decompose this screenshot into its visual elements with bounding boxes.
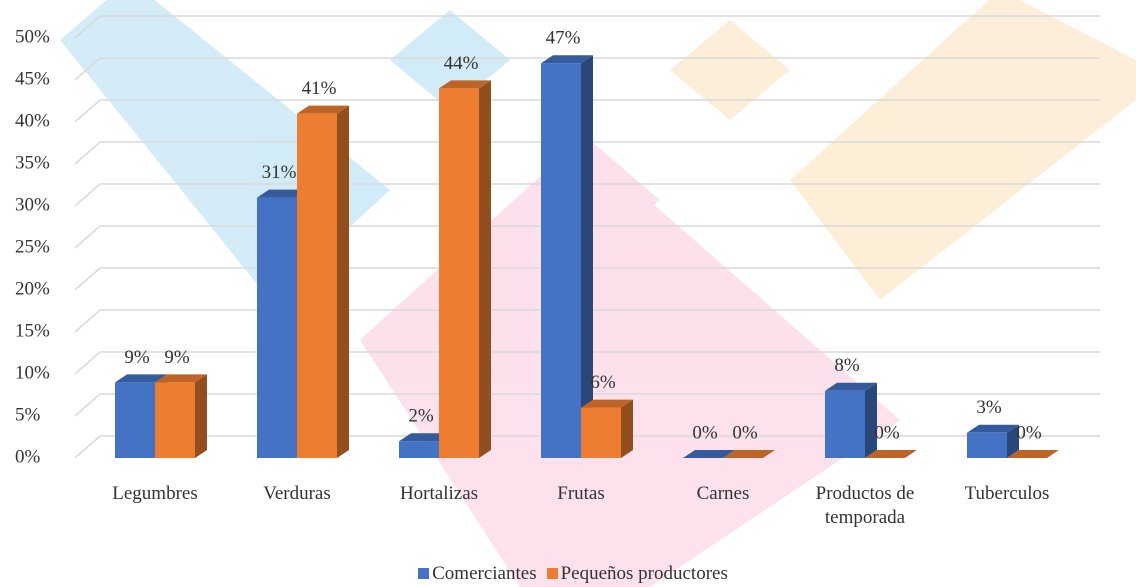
x-tick-label: Tuberculos (964, 483, 1050, 504)
bar-top (967, 424, 1019, 433)
y-tick-label: 50% (15, 26, 50, 47)
grid-line (74, 309, 1100, 333)
bar-top (115, 374, 167, 383)
value-label: 0% (692, 422, 718, 443)
grid-line (74, 393, 1100, 417)
bar-top (541, 55, 593, 64)
bar-side (865, 382, 877, 458)
value-label: 0% (874, 422, 900, 443)
value-label: 44% (444, 53, 479, 74)
grid-line (74, 351, 1100, 375)
bar (865, 450, 917, 458)
bar-top (1007, 450, 1059, 458)
bar-side (479, 80, 491, 459)
value-label: 31% (262, 162, 297, 183)
x-tick-label: Hortalizas (399, 483, 479, 504)
bar-front (581, 407, 621, 458)
y-tick-label: 5% (15, 404, 41, 425)
bar-side (1007, 424, 1019, 458)
bar-front (297, 113, 337, 458)
x-tick-label: Frutas (557, 483, 605, 504)
y-tick-label: 0% (15, 446, 41, 467)
x-tick-label: Verduras (263, 483, 331, 504)
value-label: 0% (732, 422, 758, 443)
bar-top (683, 450, 735, 458)
bar-side (337, 105, 349, 458)
bar-front (155, 382, 195, 458)
bar (1007, 450, 1059, 458)
bar (541, 55, 593, 458)
bar (825, 382, 877, 458)
grid-line (74, 15, 1100, 39)
bar-front (967, 432, 1007, 458)
value-label: 9% (124, 347, 150, 368)
y-tick-label: 10% (15, 362, 50, 383)
bar (155, 374, 207, 458)
bar (723, 450, 775, 458)
bar (297, 105, 349, 458)
legend-label: Pequeños productores (560, 563, 728, 584)
bar (683, 450, 735, 458)
y-tick-label: 35% (15, 152, 50, 173)
bar-front (439, 88, 479, 459)
y-tick-label: 40% (15, 110, 50, 131)
grid-line (74, 267, 1100, 291)
bar (967, 424, 1019, 458)
value-label: 3% (976, 397, 1002, 418)
y-tick-label: 30% (15, 194, 50, 215)
bar-front (115, 382, 155, 458)
legend-swatch (546, 568, 558, 579)
bar-top (399, 433, 451, 442)
x-tick-label: Legumbres (112, 483, 198, 504)
x-tick-label: Productos de temporada (815, 483, 915, 528)
bar-side (621, 399, 633, 458)
y-tick-label: 20% (15, 278, 50, 299)
y-tick-label: 25% (15, 236, 50, 257)
y-tick-label: 15% (15, 320, 50, 341)
bar (439, 80, 491, 459)
bar-side (195, 374, 207, 458)
bar-top (257, 189, 309, 198)
bar-top (825, 382, 877, 391)
value-label: 0% (1016, 422, 1042, 443)
bar-top (723, 450, 775, 458)
bar-top (155, 374, 207, 383)
bar (581, 399, 633, 458)
y-tick-label: 45% (15, 68, 50, 89)
value-label: 41% (302, 78, 337, 99)
value-label: 6% (590, 372, 616, 393)
bar-top (439, 80, 491, 89)
grid-line (74, 183, 1100, 207)
grid-line (74, 141, 1100, 165)
bar-front (541, 63, 581, 458)
grid-line (74, 225, 1100, 249)
bar-front (257, 197, 297, 458)
bar-top (865, 450, 917, 458)
grid-line (74, 57, 1100, 81)
legend-label: Comerciantes (432, 563, 537, 584)
legend-swatch (418, 568, 430, 579)
grid-line (74, 435, 1100, 459)
legend: Comerciantes Pequeños productores (0, 563, 1136, 585)
bar-front (825, 390, 865, 458)
bar-top (297, 105, 349, 114)
value-label: 2% (408, 406, 434, 427)
bar-side (581, 55, 593, 458)
bar-front (399, 441, 439, 458)
value-label: 9% (164, 347, 190, 368)
x-tick-label: Carnes (696, 483, 750, 504)
value-label: 47% (546, 28, 581, 49)
grid-line (74, 99, 1100, 123)
value-label: 8% (834, 355, 860, 376)
bar-top (581, 399, 633, 408)
